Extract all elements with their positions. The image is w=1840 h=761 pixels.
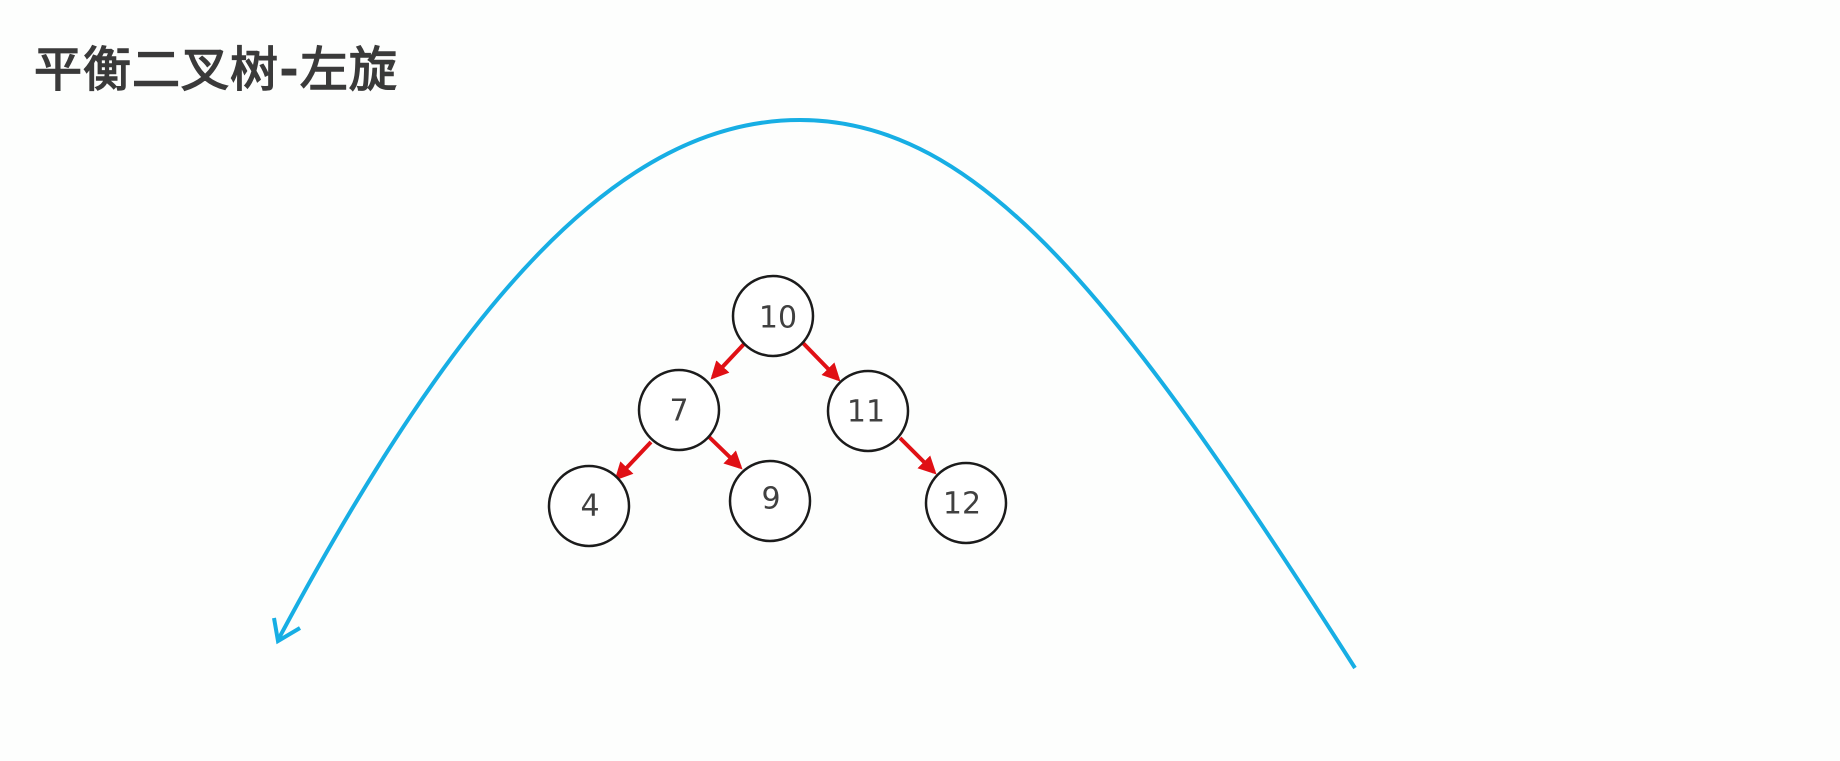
node-circle bbox=[924, 461, 1008, 545]
tree-edges bbox=[614, 341, 937, 481]
node-circle bbox=[728, 459, 812, 543]
tree-node-4: 4 bbox=[547, 464, 631, 548]
node-label: 11 bbox=[847, 395, 885, 430]
edge-11-to-12 bbox=[898, 436, 937, 475]
edge-7-to-9 bbox=[704, 432, 743, 470]
tree-node-7: 7 bbox=[637, 368, 721, 452]
tree-node-11: 11 bbox=[826, 369, 910, 453]
curved-arrow-left-icon bbox=[272, 117, 1357, 670]
node-label: 4 bbox=[580, 489, 599, 524]
tree-node-9: 9 bbox=[728, 459, 812, 543]
node-label: 7 bbox=[669, 394, 688, 429]
node-circle bbox=[547, 464, 631, 548]
node-circle bbox=[637, 368, 721, 452]
rotation-arrow-curve bbox=[276, 117, 1357, 670]
rotation-arrowhead bbox=[272, 617, 302, 645]
tree-node-12: 12 bbox=[924, 461, 1008, 545]
node-circle bbox=[731, 274, 815, 358]
node-label: 12 bbox=[943, 487, 981, 522]
page-title: 平衡二叉树-左旋 bbox=[34, 42, 398, 98]
edge-7-to-4 bbox=[614, 440, 653, 481]
node-circle bbox=[826, 369, 910, 453]
node-label: 9 bbox=[761, 482, 780, 517]
edge-10-to-7 bbox=[710, 342, 746, 380]
edge-10-to-11 bbox=[801, 341, 841, 382]
tree-node-10: 10 bbox=[731, 274, 815, 358]
node-label: 10 bbox=[759, 301, 797, 336]
